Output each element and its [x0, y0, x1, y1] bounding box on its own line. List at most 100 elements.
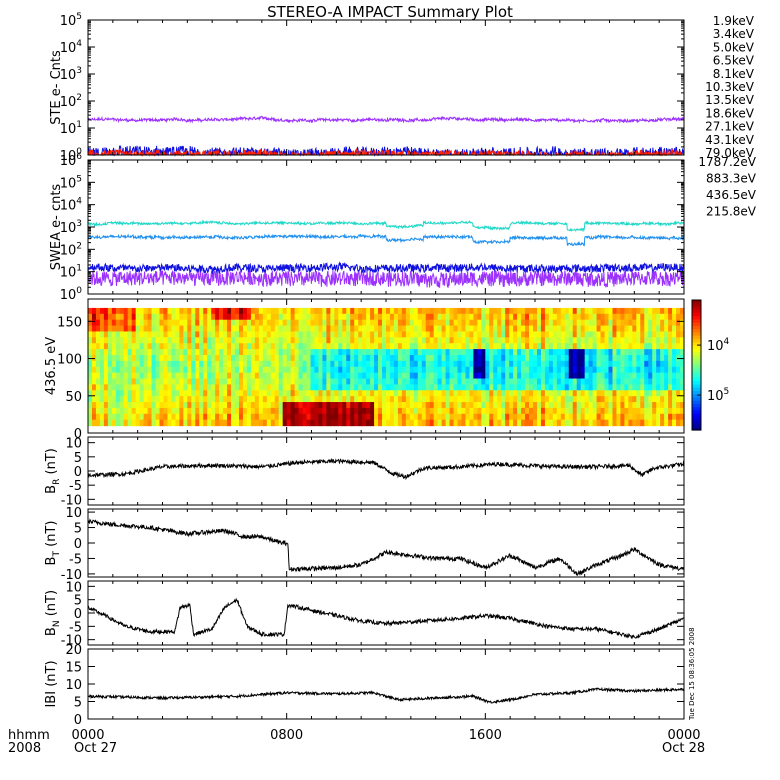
pad-cell-24-4: [183, 331, 188, 338]
pad-cell-122-18: [572, 413, 578, 421]
pad-cell-37-18: [235, 413, 240, 421]
pad-cell-85-1: [425, 313, 431, 321]
pad-cell-26-10: [191, 366, 196, 374]
pad-cell-43-7: [258, 349, 264, 356]
pad-cell-33-15: [219, 396, 224, 403]
pad-cell-100-6: [485, 343, 490, 350]
pad-cell-114-16: [540, 402, 546, 409]
pad-cell-78-7: [397, 349, 403, 356]
pad-cell-142-6: [652, 343, 657, 350]
pad-cell-70-5: [366, 337, 371, 344]
pad-cell-41-13: [250, 384, 256, 391]
pad-cell-46-1: [270, 313, 276, 321]
pad-cell-33-6: [219, 343, 224, 350]
pad-cell-1-9: [91, 360, 97, 368]
pad-cell-110-12: [525, 378, 530, 385]
pad-cell-108-5: [517, 337, 522, 344]
pad-cell-11-11: [131, 372, 137, 380]
pad-cell-62-16: [334, 402, 339, 409]
pad-cell-117-6: [552, 343, 558, 350]
pad-cell-132-4: [612, 331, 618, 338]
pad-cell-78-19: [397, 419, 403, 427]
pad-cell-96-10: [469, 366, 475, 374]
pad-cell-43-14: [258, 390, 264, 397]
pad-cell-2-15: [95, 396, 101, 403]
pad-cell-57-6: [314, 343, 320, 350]
pad-cell-7-17: [115, 407, 121, 415]
pad-cell-24-16: [183, 402, 188, 409]
pad-cell-99-7: [481, 349, 486, 356]
pad-cell-49-19: [282, 419, 288, 427]
pad-ytick-label-0: 0: [74, 427, 82, 442]
pad-cell-2-9: [95, 360, 101, 368]
pad-cell-133-1: [616, 313, 622, 321]
pad-cell-15-3: [147, 325, 153, 333]
pad-cell-29-1: [203, 313, 208, 321]
pad-cell-56-16: [310, 402, 316, 409]
pad-cell-110-15: [525, 396, 530, 403]
pad-cell-79-7: [401, 349, 407, 356]
pad-cell-32-3: [215, 325, 220, 333]
pad-cell-15-4: [147, 331, 153, 338]
pad-cell-138-19: [636, 419, 641, 427]
pad-cell-137-13: [632, 384, 637, 391]
pad-cell-14-16: [143, 402, 149, 409]
pad-cell-9-10: [123, 366, 129, 374]
pad-cell-25-15: [187, 396, 192, 403]
pad-cell-82-13: [413, 384, 419, 391]
pad-cell-75-1: [386, 313, 391, 321]
bmag-frame: [87, 648, 685, 720]
pad-cell-139-13: [640, 384, 645, 391]
pad-cell-89-12: [441, 378, 447, 385]
pad-cell-111-15: [529, 396, 534, 403]
pad-cell-26-6: [191, 343, 196, 350]
pad-cell-27-14: [195, 390, 200, 397]
pad-cell-75-10: [386, 366, 391, 374]
pad-cell-83-0: [417, 307, 423, 315]
pad-cell-107-10: [513, 366, 518, 374]
pad-cell-81-19: [409, 419, 415, 427]
pad-cell-140-19: [644, 419, 649, 427]
pad-cell-25-18: [187, 413, 192, 421]
pad-cell-94-11: [461, 372, 467, 380]
pad-cell-86-2: [429, 319, 435, 327]
pad-cell-88-0: [437, 307, 443, 315]
pad-cell-86-0: [429, 307, 435, 315]
pad-cell-55-9: [306, 360, 312, 368]
pad-cell-74-12: [382, 378, 387, 385]
pad-cell-36-11: [231, 372, 236, 380]
pad-cell-106-0: [509, 307, 514, 315]
pad-cell-45-16: [266, 402, 272, 409]
pad-cell-87-9: [433, 360, 439, 368]
pad-cell-130-8: [604, 354, 610, 362]
pad-cell-129-9: [600, 360, 606, 368]
pad-cell-123-5: [576, 337, 582, 344]
pad-cell-93-4: [457, 331, 463, 338]
pad-cell-145-11: [664, 372, 669, 380]
pad-cell-130-9: [604, 360, 610, 368]
pad-cell-68-2: [358, 319, 363, 327]
pad-cell-119-8: [560, 354, 566, 362]
pad-cell-107-13: [513, 384, 518, 391]
pad-cell-97-2: [473, 319, 478, 327]
pad-cell-118-8: [556, 354, 562, 362]
pad-cell-95-10: [465, 366, 471, 374]
pad-cell-101-14: [489, 390, 494, 397]
pad-cell-83-6: [417, 343, 423, 350]
pad-cell-22-0: [175, 307, 180, 315]
pad-cell-144-19: [660, 419, 665, 427]
pad-cell-14-8: [143, 354, 149, 362]
pad-cell-96-19: [469, 419, 475, 427]
pad-cell-55-4: [306, 331, 312, 338]
bt-ytick-label-0: -10: [61, 568, 82, 583]
pad-cell-60-7: [326, 349, 331, 356]
pad-cell-143-14: [656, 390, 661, 397]
pad-cell-96-8: [469, 354, 475, 362]
pad-cell-56-13: [310, 384, 316, 391]
pad-cell-92-10: [453, 366, 459, 374]
pad-cell-67-18: [354, 413, 359, 421]
pad-cell-111-3: [529, 325, 534, 333]
pad-cell-1-6: [91, 343, 97, 350]
pad-cell-0-19: [88, 419, 93, 427]
pad-cell-109-12: [521, 378, 526, 385]
